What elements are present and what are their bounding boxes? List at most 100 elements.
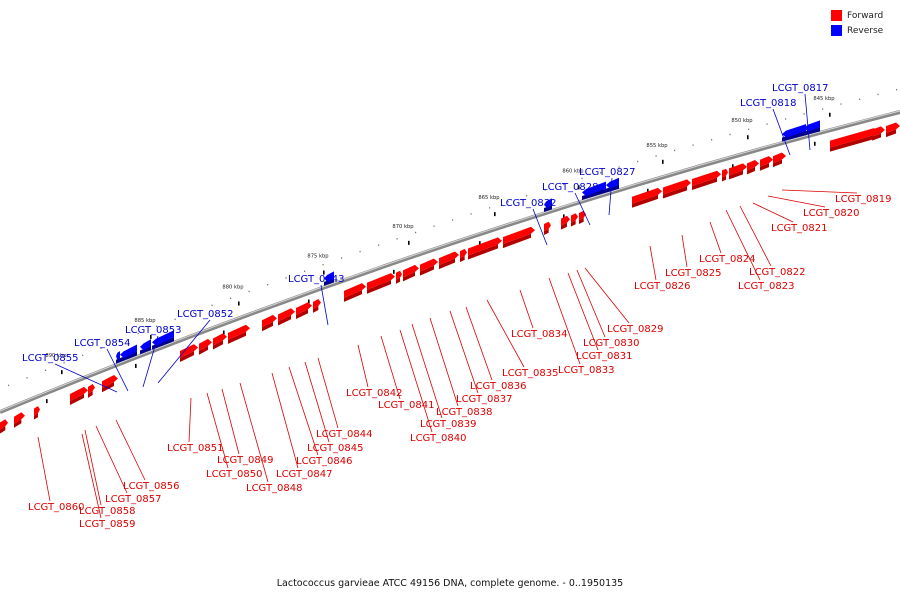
scale-dot	[507, 201, 509, 203]
gene-lcgt-0832	[544, 198, 552, 212]
gene-lcgt-0821	[747, 159, 759, 175]
gene-lcgt-0843	[324, 271, 334, 286]
gene-lcgt-0820	[760, 156, 773, 171]
gene-lcgt-0825-side	[663, 186, 687, 199]
gene-lcgt-0817-label: LCGT_0817	[772, 83, 829, 94]
gene-fragment-0-side	[830, 135, 874, 152]
gene-lcgt-0852-label: LCGT_0852	[177, 309, 234, 320]
gene-lcgt-0855-body	[116, 351, 120, 360]
gene-lcgt-0819-side	[773, 159, 782, 168]
gene-lcgt-0853-body	[140, 339, 151, 351]
scale-dot	[137, 332, 139, 335]
tick-mark-lower	[46, 399, 48, 404]
scale-dot	[304, 270, 306, 272]
scale-dot	[840, 103, 842, 105]
gene-lcgt-0845-label: LCGT_0845	[307, 443, 364, 454]
tick-mark-lower	[223, 330, 225, 335]
scale-dot	[230, 297, 232, 300]
scale-dot	[563, 183, 565, 185]
gene-lcgt-0843-body	[324, 271, 334, 282]
gene-lcgt-0850-leader	[206, 392, 229, 469]
gene-lcgt-0846	[278, 308, 295, 326]
gene-lcgt-0824	[692, 170, 721, 191]
gene-lcgt-0837-label: LCGT_0837	[456, 394, 513, 405]
gene-lcgt-0835-body	[468, 237, 502, 256]
gene-lcgt-0825-label: LCGT_0825	[665, 268, 722, 279]
gene-lcgt-0841-body	[367, 273, 395, 290]
gene-lcgt-0830	[571, 213, 578, 227]
gene-lcgt-0843-label: LCGT_0843	[288, 274, 345, 285]
gene-fragment-1	[872, 126, 885, 141]
gene-lcgt-0823-side	[722, 175, 726, 182]
gene-lcgt-0818-side	[782, 131, 806, 142]
gene-lcgt-0845-leader	[304, 361, 330, 443]
gene-lcgt-0857-label: LCGT_0857	[105, 494, 162, 505]
gene-lcgt-0848	[228, 324, 250, 344]
gene-lcgt-0830-leader	[576, 269, 606, 338]
scale-dot	[748, 128, 750, 130]
gene-lcgt-0820-leader	[767, 195, 826, 208]
gene-lcgt-0819	[773, 152, 786, 168]
gene-lcgt-0829	[579, 210, 586, 224]
gene-lcgt-0829-label: LCGT_0829	[607, 324, 664, 335]
scale-dot	[711, 139, 713, 141]
gene-lcgt-0834-label: LCGT_0834	[511, 329, 568, 340]
scale-ticks: 845 kbp 850 kbp 855 kbp 860 kbp 865 kbp 870 k…	[45, 96, 835, 404]
gene-lcgt-0841-label: LCGT_0841	[378, 400, 435, 411]
gene-labels: LCGT_0817 LCGT_0818 LCGT_0819 LCGT_0820 LCGT…	[22, 83, 892, 530]
gene-lcgt-0860-body	[34, 406, 40, 416]
gene-lcgt-0845-side	[296, 309, 308, 319]
reverse-swatch	[831, 25, 842, 36]
scale-dot	[729, 133, 731, 136]
gene-lcgt-0832-leader	[532, 208, 548, 246]
gene-lcgt-0834-body	[503, 226, 535, 245]
gene-lcgt-0838-leader	[429, 317, 459, 407]
gene-lcgt-0838-body	[420, 258, 438, 272]
gene-lcgt-0842-body	[344, 283, 366, 298]
gene-lcgt-0846-side	[278, 315, 291, 326]
tick-label: 860 kbp	[562, 168, 584, 174]
scale-dot	[526, 195, 528, 197]
gene-lcgt-0828-body	[582, 181, 606, 197]
scale-dots	[8, 89, 898, 387]
gene-lcgt-0841-side	[367, 280, 391, 294]
gene-lcgt-0848-body	[228, 324, 250, 340]
gene-lcgt-0851	[180, 344, 198, 362]
gene-lcgt-0858-label: LCGT_0858	[79, 506, 136, 517]
gene-lcgt-0845	[296, 302, 312, 319]
gene-lcgt-0828	[582, 181, 606, 201]
scale-dot	[470, 213, 472, 215]
gene-lcgt-0821-side	[747, 166, 755, 175]
scale-dot	[452, 219, 454, 221]
gene-lcgt-0831-leader	[567, 272, 599, 351]
tick-mark	[747, 135, 749, 140]
gene-lcgt-0844	[313, 298, 321, 313]
gene-fragment-4	[0, 419, 8, 434]
tick-mark-lower	[647, 188, 649, 193]
gene-lcgt-0831	[561, 215, 570, 230]
scale-dot	[766, 123, 768, 125]
gene-lcgt-0830-body	[571, 213, 578, 223]
scale-dot	[785, 118, 787, 120]
tick-mark	[662, 159, 664, 164]
gene-fragment-1-side	[872, 133, 881, 141]
gene-lcgt-0827-leader	[608, 177, 613, 216]
tick-mark-lower	[308, 299, 310, 304]
gene-lcgt-0827	[606, 177, 619, 193]
gene-fragment-1-body	[872, 126, 885, 137]
gene-lcgt-0841-leader	[380, 335, 401, 400]
gene-lcgt-0824-body	[692, 170, 721, 187]
scale-dot	[341, 257, 343, 259]
legend: Forward Reverse	[831, 8, 891, 38]
scale-dot	[211, 304, 213, 306]
gene-lcgt-0849-label: LCGT_0849	[217, 455, 274, 466]
gene-lcgt-0843-leader	[320, 284, 329, 326]
gene-lcgt-0829-leader	[584, 267, 630, 324]
scale-dot	[859, 98, 861, 100]
tick-mark	[408, 240, 410, 245]
gene-lcgt-0837-leader	[449, 310, 479, 394]
gene-lcgt-0857-body	[88, 384, 95, 394]
gene-lcgt-0846-label: LCGT_0846	[296, 456, 353, 467]
gene-fragment-3-body	[14, 412, 25, 424]
gene-lcgt-0849-body	[213, 333, 227, 346]
